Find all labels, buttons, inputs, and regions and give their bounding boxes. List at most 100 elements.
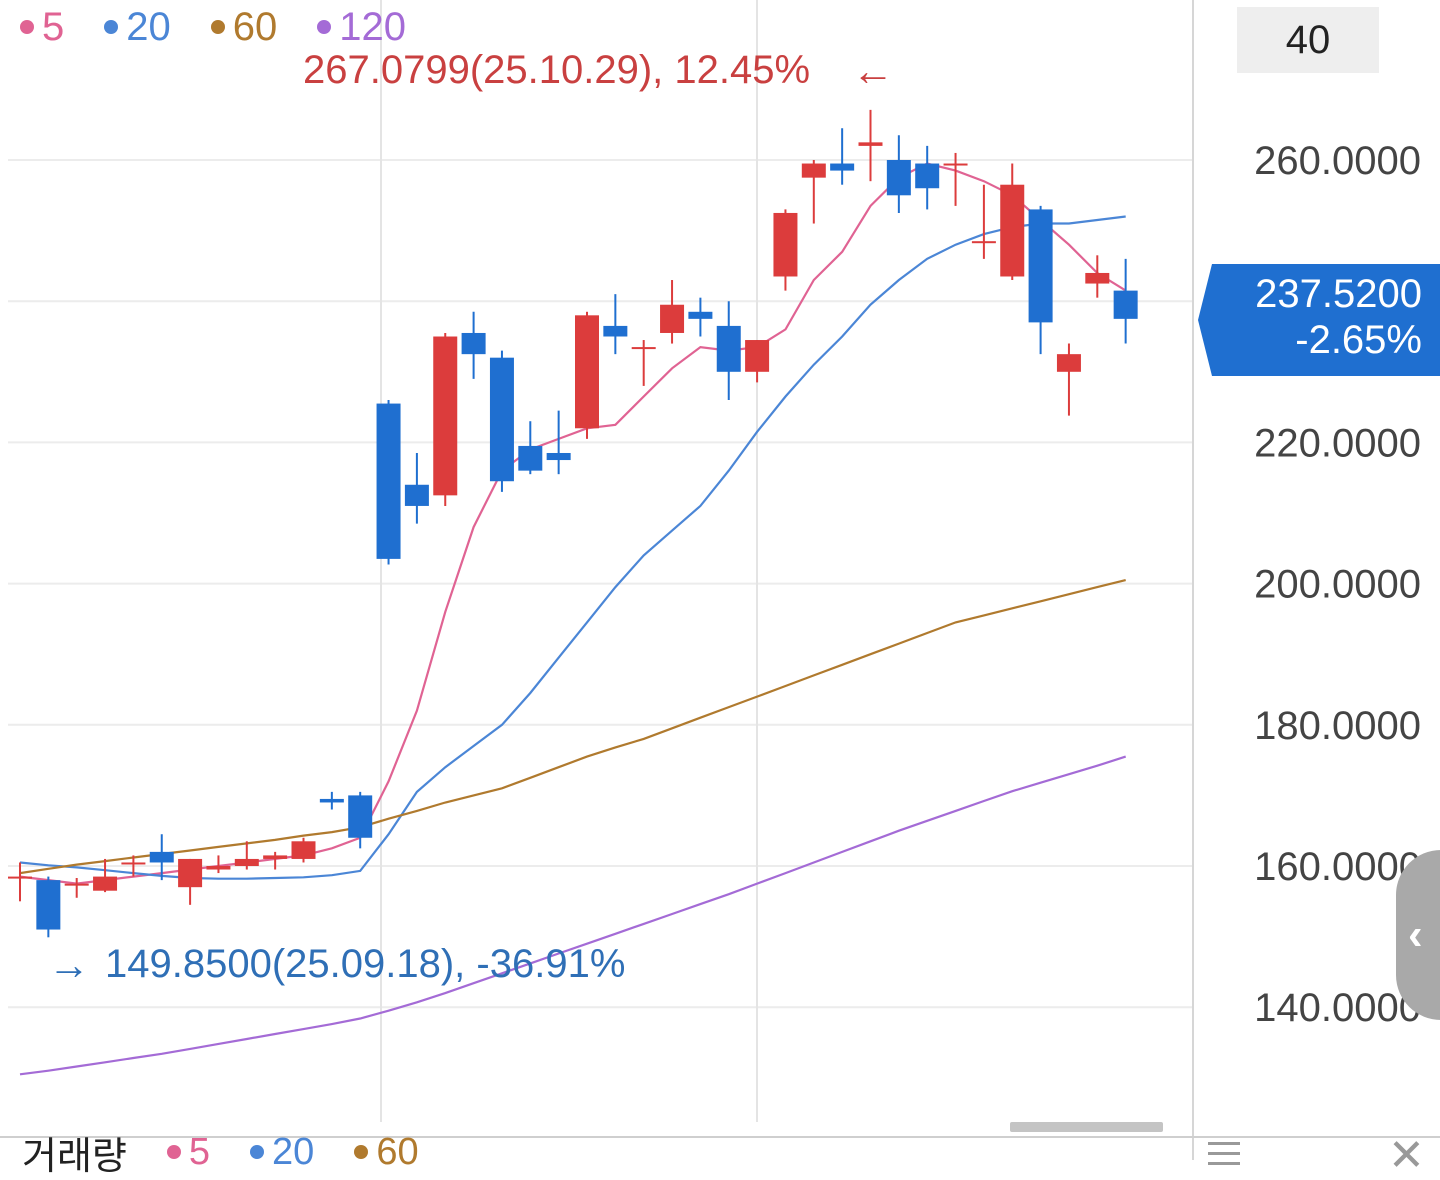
candle — [178, 858, 203, 905]
high-annotation-label: 267.0799(25.10.29), 12.45% — [303, 48, 810, 92]
legend-label: 5 — [188, 1130, 211, 1173]
candle — [291, 837, 316, 863]
candle-body — [575, 315, 599, 429]
candle-body — [1028, 209, 1053, 323]
y-tick-label: 180.0000 — [1254, 704, 1421, 748]
candle-body — [461, 332, 486, 355]
current-price-value: 237.5200 — [1255, 272, 1422, 316]
candle — [518, 421, 543, 475]
candle-body — [121, 862, 146, 865]
legend-item-20: 20 — [250, 1131, 314, 1174]
candle-body — [830, 163, 855, 171]
volume-legend-title: 거래량 — [22, 1135, 127, 1178]
current-price-tag: 237.5200 -2.65% — [1198, 264, 1440, 376]
ma-line-20 — [19, 215, 1126, 880]
y-tick-label: 140.0000 — [1254, 986, 1421, 1030]
candle — [546, 410, 571, 475]
candle-body — [858, 142, 883, 146]
candle-body — [546, 452, 571, 461]
legend-label: 60 — [376, 1130, 419, 1173]
candle-body — [915, 163, 940, 189]
legend-dot-icon — [20, 20, 34, 34]
candle-body — [773, 212, 798, 277]
legend-label: 20 — [126, 4, 171, 49]
ma-line-120 — [19, 755, 1127, 1076]
grid-lines — [8, 0, 1193, 1122]
candle — [631, 340, 656, 386]
candle — [348, 791, 373, 849]
candle-body — [603, 325, 628, 337]
candle — [915, 145, 940, 210]
candle — [149, 834, 174, 881]
candle-body — [716, 325, 741, 372]
candle-body — [1085, 272, 1110, 284]
candle-body — [1000, 184, 1025, 277]
candle — [745, 340, 770, 383]
candle — [688, 297, 713, 337]
menu-icon[interactable] — [1208, 1142, 1240, 1172]
volume-legend: 거래량 5 20 60 — [22, 1130, 419, 1178]
candle-body — [319, 798, 344, 803]
candle-body — [1056, 354, 1081, 372]
candle — [660, 280, 685, 344]
candle — [575, 311, 599, 439]
candle-body — [348, 795, 373, 838]
ma-line-5 — [19, 162, 1127, 885]
moving-average-lines — [19, 162, 1127, 1076]
current-price-change: -2.65% — [1295, 318, 1422, 362]
price-tag-shape — [1198, 264, 1440, 376]
candle-body — [886, 160, 911, 196]
candle-body — [943, 163, 968, 166]
candle-body — [376, 403, 401, 559]
candle-body — [93, 876, 118, 891]
candle — [716, 301, 741, 401]
candle-body — [518, 445, 543, 471]
close-icon[interactable]: ✕ — [1388, 1131, 1425, 1180]
legend-item-120: 120 — [317, 5, 406, 50]
candle — [433, 332, 458, 506]
candle — [943, 152, 968, 206]
candle — [263, 851, 288, 870]
candle — [1028, 205, 1053, 355]
high-annotation-arrow-icon: ← — [852, 47, 894, 94]
candle — [36, 876, 61, 938]
side-panel-toggle[interactable]: ‹ — [1396, 850, 1440, 1020]
candle — [489, 350, 514, 492]
candle-body — [688, 311, 713, 319]
chevron-left-icon: ‹ — [1408, 910, 1423, 959]
candle-body — [206, 866, 231, 870]
legend-label: 60 — [232, 4, 278, 49]
candle-body — [801, 163, 826, 178]
candle-body — [1113, 290, 1138, 319]
candle — [404, 452, 429, 524]
candle — [1085, 255, 1110, 298]
legend-label: 20 — [272, 1130, 315, 1173]
candle — [234, 841, 259, 870]
legend-label: 5 — [42, 4, 65, 49]
ma-line-60 — [19, 579, 1126, 875]
candle-body — [178, 858, 203, 888]
y-tick-label: 220.0000 — [1254, 421, 1421, 465]
y-tick-label: 200.0000 — [1254, 563, 1421, 607]
candle — [461, 311, 486, 379]
low-annotation-arrow-icon: → — [48, 941, 90, 988]
legend-dot-icon — [250, 1145, 265, 1159]
chart-scrollbar[interactable] — [1010, 1122, 1163, 1132]
candle-body — [64, 883, 89, 886]
candlesticks — [8, 109, 1138, 938]
candle — [858, 109, 883, 182]
candle — [1000, 163, 1025, 281]
candle — [121, 855, 146, 877]
candle-body — [660, 304, 685, 333]
candle — [93, 858, 118, 893]
period-selector[interactable]: 40 — [1237, 7, 1379, 73]
candle-body — [8, 876, 32, 879]
candle-body — [489, 357, 514, 482]
candle — [206, 855, 231, 874]
candle — [1056, 343, 1081, 416]
legend-dot-icon — [354, 1145, 369, 1159]
candle-body — [404, 484, 429, 506]
candle — [8, 862, 32, 902]
